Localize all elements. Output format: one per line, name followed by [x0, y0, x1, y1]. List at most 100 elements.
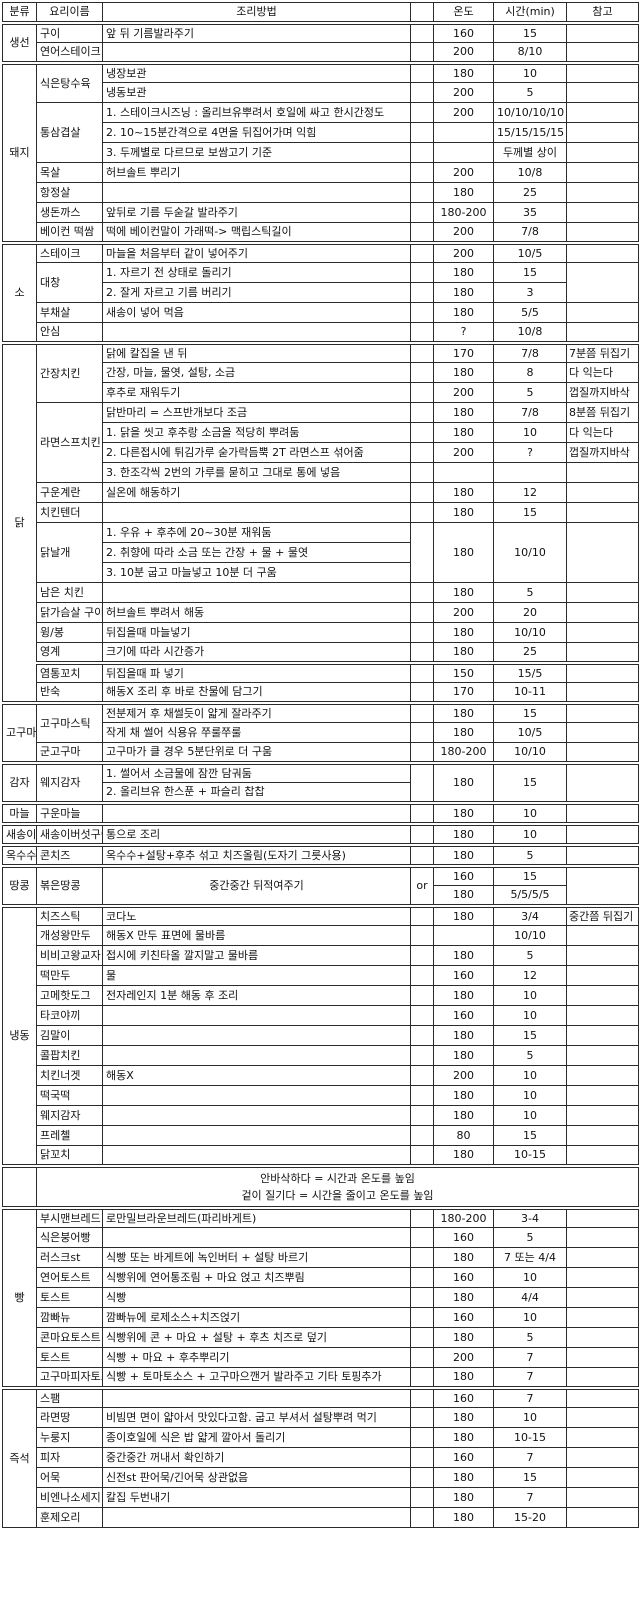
- temp-cell: 200: [433, 1347, 494, 1368]
- table-row: 타코야끼 160 10: [3, 1005, 639, 1026]
- temp-cell: 200: [433, 1065, 494, 1086]
- method-cell: 마늘을 처음부터 같이 넣어주기: [102, 240, 411, 263]
- temp-cell: 180: [433, 60, 494, 83]
- note-cell: [566, 20, 639, 43]
- or-cell: [410, 1125, 434, 1146]
- note-cell: [566, 1005, 639, 1026]
- method-cell: 중간중간 뒤적여주기: [102, 863, 411, 906]
- note-cell: [566, 82, 639, 103]
- method-cell: 접시에 키친타올 깔지말고 물바름: [102, 945, 411, 966]
- method-cell: 1. 스테이크시즈닝 : 올리브유뿌려서 호일에 싸고 한시간정도: [102, 102, 411, 123]
- dish-name-cell: 염통꼬치: [36, 660, 103, 683]
- time-cell: 15: [493, 502, 567, 523]
- category-cell: 감자: [2, 760, 37, 803]
- note-cell: [566, 522, 639, 583]
- note-cell: [566, 1507, 639, 1528]
- note-cell: 중간쯤 뒤집기: [566, 903, 639, 926]
- or-cell: [410, 682, 434, 703]
- note-cell: [566, 122, 639, 143]
- method-cell: 1. 자르기 전 상태로 돌리기: [102, 262, 411, 283]
- category-cell: 마늘: [2, 800, 37, 824]
- temp-cell: 180: [433, 1085, 494, 1106]
- table-row: 닭날개 1. 우유 + 후추에 20~30분 재워둠 180 10/10: [3, 522, 639, 583]
- temp-cell: 200: [433, 102, 494, 123]
- or-cell: [410, 985, 434, 1006]
- cooking-table: 분류 요리이름 조리방법 온도 시간(min) 참고 생선 구이 앞 뒤 기름발라주기 160 15…: [2, 2, 639, 1528]
- dish-name-cell: 영계: [36, 642, 103, 663]
- category-cell: 생선: [2, 20, 37, 63]
- method-cell: 식빵 + 토마토소스 + 고구마으깬거 발라주고 기타 토핑추가: [102, 1367, 411, 1388]
- or-cell: [410, 945, 434, 966]
- table-row: 빵 부시맨브레드 로만밀브라운브레드(파리바게트) 180-200 3-4: [2, 1205, 639, 1388]
- table-row: 김말이 180 15: [3, 1025, 639, 1046]
- method-cell: [102, 1025, 411, 1046]
- dish-name-cell: 통삼겹살: [36, 102, 103, 163]
- time-cell: 12: [493, 482, 567, 503]
- category-cell: 고구마: [2, 700, 37, 763]
- table-row: 프레첼 80 15: [3, 1125, 639, 1146]
- or-cell: [410, 1267, 434, 1288]
- temp-cell: 160: [433, 1227, 494, 1248]
- method-cell: 식빵: [102, 1287, 411, 1308]
- time-cell: 10-15: [493, 1427, 567, 1448]
- dish-name-cell: 남은 치킨: [36, 582, 103, 603]
- note-cell: [566, 660, 639, 683]
- dish-name-cell: 러스크st: [36, 1247, 103, 1268]
- temp-cell: 180: [433, 1025, 494, 1046]
- method-cell: 종이호일에 식은 밥 얇게 깔아서 돌리기: [102, 1427, 411, 1448]
- method-cell: [102, 1005, 411, 1026]
- note-cell: [566, 1407, 639, 1428]
- table-row: 옥수수 콘치즈 옥수수+설탕+후추 섞고 치즈올림(도자기 그릇사용) 180 5: [2, 842, 639, 866]
- note-cell: 다 익는다: [566, 362, 639, 383]
- dish-name-cell: 비엔나소세지: [36, 1487, 103, 1508]
- note-cell: [566, 1367, 639, 1388]
- note-cell: [566, 462, 639, 483]
- method-cell: [102, 1145, 411, 1166]
- or-cell: [410, 842, 434, 866]
- time-cell: 10/5: [493, 722, 567, 743]
- note-cell: [566, 602, 639, 623]
- or-cell: [410, 522, 434, 583]
- time-cell: 7: [493, 1385, 567, 1408]
- or-cell: [410, 1105, 434, 1126]
- temp-cell: 170: [433, 340, 494, 363]
- or-cell: [410, 1287, 434, 1308]
- note-cell: [566, 1427, 639, 1448]
- table-row: 떡만두 물 160 12: [3, 965, 639, 986]
- note-cell: [566, 622, 639, 643]
- note-cell: [566, 182, 639, 203]
- dish-name-cell: 김말이: [36, 1025, 103, 1046]
- dish-name-cell: 비비고왕교자: [36, 945, 103, 966]
- time-cell: 10: [493, 60, 567, 83]
- method-cell: 해동X 조리 후 바로 찬물에 담그기: [102, 682, 411, 703]
- or-cell: [410, 925, 434, 946]
- note-cell: [566, 682, 639, 703]
- or-cell: [410, 965, 434, 986]
- method-cell: 닭에 칼집을 낸 뒤: [102, 340, 411, 363]
- header-cell: 온도: [433, 2, 494, 23]
- time-cell: 5: [493, 1227, 567, 1248]
- method-cell: [102, 1507, 411, 1528]
- method-cell: [102, 800, 411, 824]
- time-cell: 10/10: [493, 622, 567, 643]
- dish-name-cell: 프레첼: [36, 1125, 103, 1146]
- table-row: 후추로 재워두기 200 5 껍질까지바삭: [3, 382, 639, 403]
- method-cell: 뒤집을때 파 넣기: [102, 660, 411, 683]
- method-cell: 고구마가 클 경우 5분단위로 더 구움: [102, 742, 411, 763]
- note-cell: [566, 1267, 639, 1288]
- time-cell: 5: [493, 945, 567, 966]
- time-cell: 10: [493, 821, 567, 845]
- time-cell: 4/4: [493, 1287, 567, 1308]
- time-cell: 5: [493, 582, 567, 603]
- or-cell: [410, 402, 434, 423]
- dish-name-cell: 목살: [36, 162, 103, 183]
- note-cell: [566, 1307, 639, 1328]
- header-cell: 분류: [2, 2, 37, 23]
- temp-cell: 180: [433, 1467, 494, 1488]
- notice-cell: 안바삭하다 = 시간과 온도를 높임 겉이 질기다 = 시간을 줄이고 온도를 …: [36, 1163, 639, 1208]
- temp-cell: 80: [433, 1125, 494, 1146]
- table-row: 닭꼬치 180 10-15: [3, 1145, 639, 1166]
- dish-name-cell: 닭가슴살 구이: [36, 602, 103, 623]
- method-cell: [102, 1227, 411, 1248]
- temp-cell: 180: [433, 262, 494, 283]
